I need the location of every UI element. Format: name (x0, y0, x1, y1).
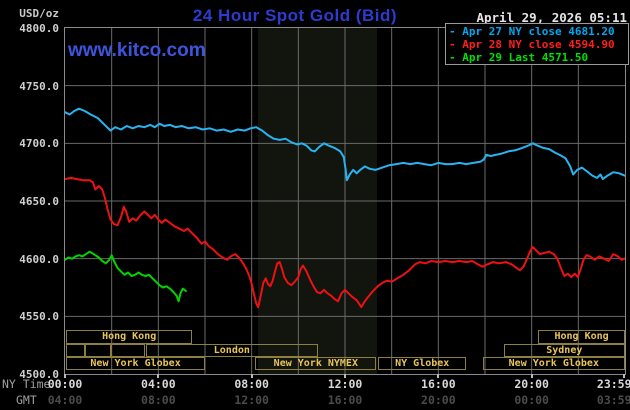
x-axis-ny-tick-label: 12:00 (327, 377, 363, 391)
legend-item: - Apr 29 Last 4571.50 (449, 51, 589, 64)
x-axis-ny-tick-label: 23:59 (596, 377, 630, 391)
session-box-new-york-globex: New York Globex (66, 357, 205, 370)
x-axis-gmt-tick-label: 20:00 (421, 393, 456, 407)
y-axis-tick-label: 4600.0 (19, 252, 59, 266)
x-axis-ny-tick-label: 04:00 (141, 377, 176, 391)
session-box-london: London (145, 344, 319, 357)
legend-item: - Apr 28 NY close 4594.90 (449, 38, 615, 51)
session-box (66, 344, 85, 357)
session-box (110, 344, 146, 357)
x-axis-tick-mark (344, 374, 346, 378)
x-axis-tick-mark (64, 374, 66, 378)
x-axis-ny-caption: NY Time (2, 377, 51, 391)
x-axis-tick-mark (530, 374, 533, 378)
session-box-new-york-globex: New York Globex (482, 357, 625, 370)
price-line-apr27 (65, 107, 625, 182)
x-axis-tick-mark (623, 374, 625, 378)
x-axis-gmt-tick-label: 00:00 (514, 393, 549, 407)
y-axis-tick-label: 4500.0 (19, 368, 59, 381)
session-box-new-york-nymex: New York NYMEX (255, 357, 377, 370)
y-axis-unit-label: USD/oz (19, 7, 59, 20)
x-axis-ny-tick-label: 08:00 (234, 377, 269, 391)
x-axis-ny-tick-label: 20:00 (514, 377, 549, 391)
x-axis-gmt-tick-label: 12:00 (234, 393, 269, 407)
session-box-sydney: Sydney (503, 344, 625, 357)
x-axis-gmt-caption: GMT (16, 393, 37, 407)
plot-area: Hong Kong Hong Kong London Sydney New York G… (64, 27, 626, 375)
legend-item: - Apr 27 NY close 4681.20 (449, 25, 615, 38)
chart-canvas (65, 28, 625, 374)
x-axis-gmt-tick-label: 04:00 (47, 393, 83, 407)
datetime-label: April 29, 2026 05:11 (476, 10, 627, 25)
session-box-hong-kong: Hong Kong (538, 330, 625, 344)
y-axis-tick-label: 4700.0 (19, 137, 59, 151)
price-line-apr29 (65, 250, 187, 303)
session-box-ny-globex: NY Globex (378, 357, 467, 370)
legend-box: - Apr 27 NY close 4681.20- Apr 28 NY clo… (445, 23, 629, 65)
x-axis-tick-mark (437, 374, 440, 378)
x-axis-gmt-tick-label: 08:00 (141, 393, 176, 407)
kitco-watermark-link[interactable]: www.kitco.com (68, 40, 206, 61)
chart-title: 24 Hour Spot Gold (Bid) (192, 6, 398, 25)
x-axis-tick-mark (250, 374, 253, 378)
session-box-hong-kong: Hong Kong (66, 330, 193, 344)
y-axis-tick-label: 4650.0 (19, 195, 59, 208)
x-axis-gmt-tick-label: 16:00 (327, 393, 363, 407)
price-line-apr28 (65, 176, 625, 309)
y-axis-tick-label: 4800.0 (19, 22, 59, 35)
y-axis-tick-label: 4550.0 (19, 310, 59, 324)
y-axis-tick-label: 4750.0 (19, 79, 59, 93)
x-axis-tick-mark (157, 374, 160, 378)
x-axis-ny-tick-label: 16:00 (421, 377, 456, 391)
x-axis-ny-tick-label: 00:00 (47, 377, 83, 391)
x-axis-gmt-tick-label: 03:59 (596, 393, 630, 407)
session-box (84, 344, 111, 357)
